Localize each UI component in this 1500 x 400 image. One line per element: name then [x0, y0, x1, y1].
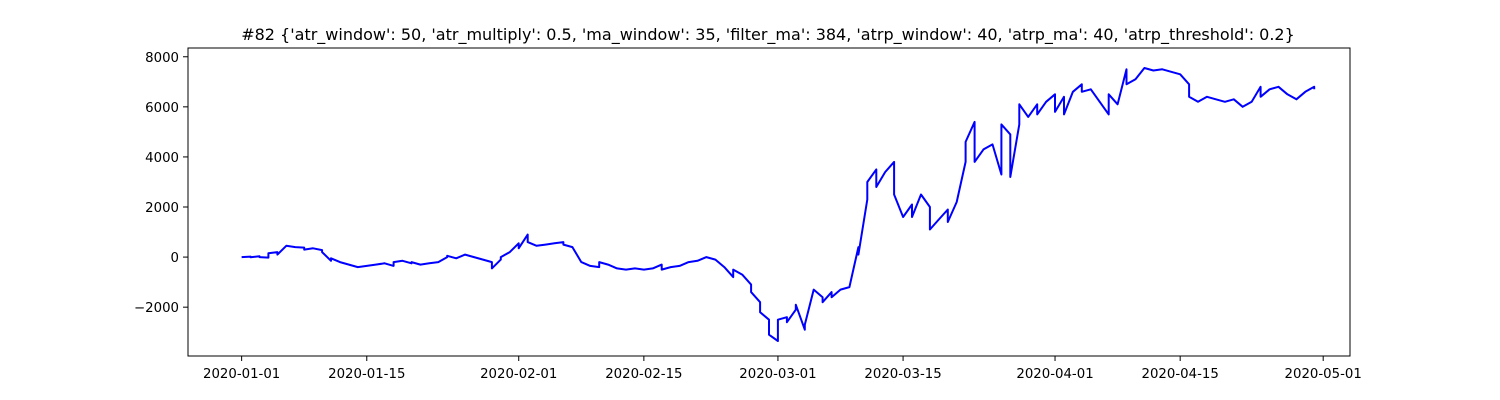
y-axis: −2000 0 2000 4000 6000 8000 — [134, 51, 188, 316]
y-tick-label: 2000 — [145, 201, 179, 216]
y-tick-label: 4000 — [145, 151, 179, 166]
x-tick-label: 2020-01-01 — [203, 367, 280, 382]
x-tick-label: 2020-01-15 — [328, 367, 405, 382]
x-tick-label: 2020-05-01 — [1285, 367, 1362, 382]
y-tick-label: 0 — [171, 251, 179, 266]
y-tick-label: 8000 — [145, 51, 179, 66]
x-tick-label: 2020-03-15 — [864, 367, 941, 382]
x-tick-label: 2020-04-15 — [1142, 367, 1219, 382]
y-tick-label: −2000 — [134, 301, 179, 316]
x-tick-label: 2020-03-01 — [739, 367, 816, 382]
x-axis: 2020-01-01 2020-01-15 2020-02-01 2020-02-15… — [203, 356, 1362, 382]
x-tick-label: 2020-02-15 — [605, 367, 682, 382]
series-line-1 — [241, 67, 1316, 342]
x-tick-label: 2020-04-01 — [1016, 367, 1093, 382]
x-tick-label: 2020-02-01 — [480, 367, 557, 382]
y-tick-label: 6000 — [145, 101, 179, 116]
plot-area — [187, 47, 1351, 357]
plot-frame — [187, 47, 1351, 357]
series-layer — [241, 67, 1316, 342]
chart-title: #82 {'atr_window': 50, 'atr_multiply': 0… — [241, 25, 1295, 45]
